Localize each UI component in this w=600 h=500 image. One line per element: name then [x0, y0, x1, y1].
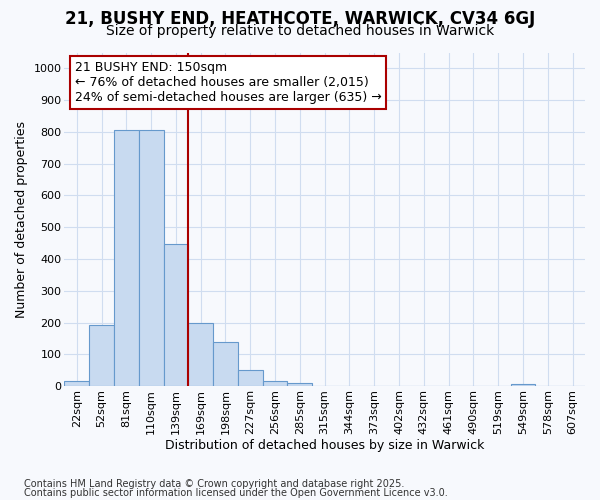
Bar: [64, 382, 89, 386]
Bar: [238, 370, 263, 386]
Bar: [511, 384, 535, 386]
Bar: [89, 324, 114, 386]
Text: Size of property relative to detached houses in Warwick: Size of property relative to detached ho…: [106, 24, 494, 38]
Bar: [287, 383, 312, 386]
Bar: [188, 324, 213, 386]
Bar: [114, 130, 139, 386]
Bar: [263, 382, 287, 386]
Bar: [139, 130, 164, 386]
Y-axis label: Number of detached properties: Number of detached properties: [15, 121, 28, 318]
Text: 21, BUSHY END, HEATHCOTE, WARWICK, CV34 6GJ: 21, BUSHY END, HEATHCOTE, WARWICK, CV34 …: [65, 10, 535, 28]
Bar: [213, 342, 238, 386]
Text: Contains public sector information licensed under the Open Government Licence v3: Contains public sector information licen…: [24, 488, 448, 498]
Text: 21 BUSHY END: 150sqm
← 76% of detached houses are smaller (2,015)
24% of semi-de: 21 BUSHY END: 150sqm ← 76% of detached h…: [75, 61, 382, 104]
X-axis label: Distribution of detached houses by size in Warwick: Distribution of detached houses by size …: [165, 440, 484, 452]
Text: Contains HM Land Registry data © Crown copyright and database right 2025.: Contains HM Land Registry data © Crown c…: [24, 479, 404, 489]
Bar: [164, 244, 188, 386]
